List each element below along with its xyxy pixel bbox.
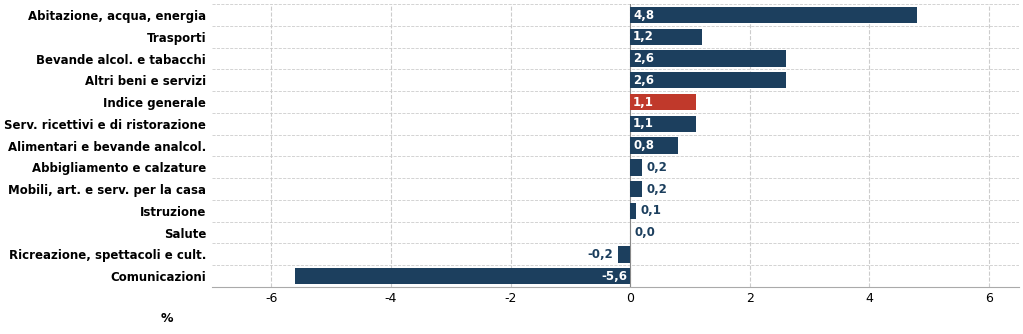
Text: 0,8: 0,8	[633, 139, 654, 152]
Text: 0,1: 0,1	[641, 204, 662, 217]
Bar	[630, 116, 696, 132]
Bar	[630, 203, 636, 219]
Text: 1,1: 1,1	[633, 117, 654, 130]
Text: 1,2: 1,2	[633, 30, 654, 43]
Bar	[630, 137, 678, 154]
Text: -5,6: -5,6	[602, 270, 627, 283]
Text: 0,2: 0,2	[647, 161, 668, 174]
Bar	[630, 181, 642, 197]
Text: 1,1: 1,1	[633, 96, 654, 109]
Text: 0,2: 0,2	[647, 183, 668, 196]
Bar	[630, 50, 786, 67]
Text: 2,6: 2,6	[633, 74, 654, 87]
Bar	[618, 246, 630, 263]
Bar	[630, 94, 696, 110]
Bar	[630, 29, 702, 45]
Text: 2,6: 2,6	[633, 52, 654, 65]
Bar	[630, 72, 786, 89]
Bar	[630, 159, 642, 175]
Text: 0,0: 0,0	[635, 226, 656, 239]
Text: -0,2: -0,2	[587, 248, 614, 261]
Bar	[296, 268, 630, 284]
Text: 4,8: 4,8	[633, 9, 655, 22]
X-axis label: %: %	[161, 313, 174, 325]
Bar	[630, 7, 918, 23]
